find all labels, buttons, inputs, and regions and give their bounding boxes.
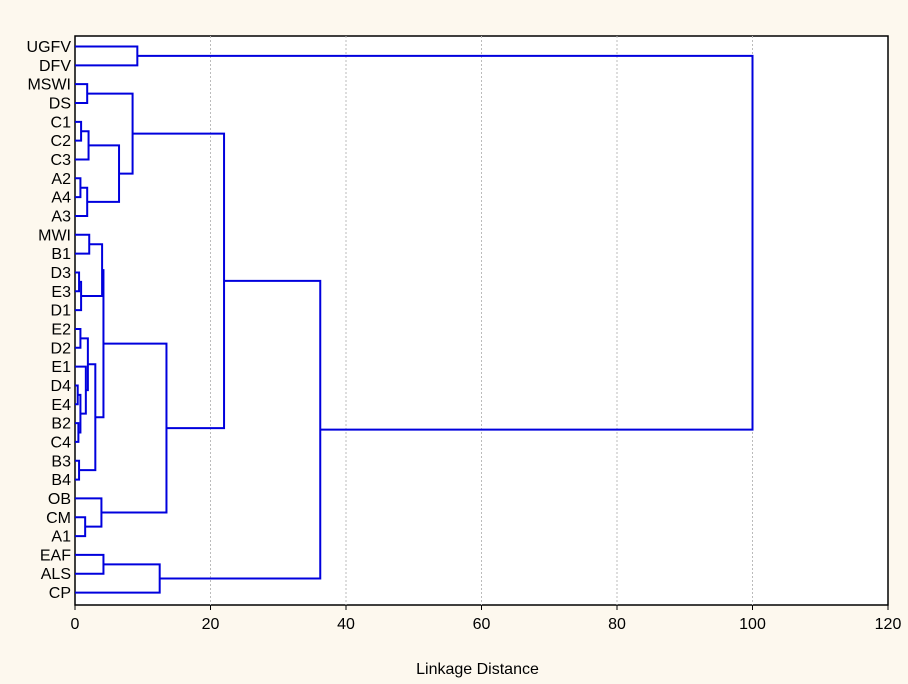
x-tick-label-120: 120 bbox=[875, 616, 902, 633]
leaf-label-ob: OB bbox=[48, 491, 71, 508]
leaf-label-c3: C3 bbox=[51, 152, 72, 169]
leaf-label-d2: D2 bbox=[51, 340, 72, 357]
leaf-label-ugfv: UGFV bbox=[27, 39, 72, 56]
leaf-label-c2: C2 bbox=[51, 133, 72, 150]
leaf-label-b4: B4 bbox=[51, 472, 71, 489]
leaf-label-cp: CP bbox=[49, 585, 71, 602]
leaf-label-d4: D4 bbox=[51, 378, 72, 395]
leaf-label-d1: D1 bbox=[51, 303, 72, 320]
leaf-label-e4: E4 bbox=[51, 397, 71, 414]
leaf-label-e3: E3 bbox=[51, 284, 71, 301]
x-tick-label-80: 80 bbox=[608, 616, 626, 633]
leaf-label-b3: B3 bbox=[51, 453, 71, 470]
leaf-label-mwi: MWI bbox=[38, 227, 71, 244]
leaf-label-eaf: EAF bbox=[40, 547, 71, 564]
merge-top-cluster bbox=[87, 92, 134, 175]
leaf-label-d3: D3 bbox=[51, 265, 72, 282]
leaf-label-als: ALS bbox=[41, 566, 71, 583]
leaf-label-cm: CM bbox=[46, 510, 71, 527]
x-tick-label-0: 0 bbox=[71, 616, 80, 633]
x-tick-label-40: 40 bbox=[337, 616, 355, 633]
merge-mid-ob bbox=[101, 342, 168, 514]
leaf-label-b2: B2 bbox=[51, 416, 71, 433]
leaf-label-a3: A3 bbox=[51, 208, 71, 225]
leaf-label-dfv: DFV bbox=[39, 58, 71, 75]
leaf-label-a1: A1 bbox=[51, 529, 71, 546]
dendrogram-tree bbox=[75, 45, 754, 594]
x-tick-label-60: 60 bbox=[473, 616, 491, 633]
x-axis-title: Linkage Distance bbox=[416, 661, 539, 678]
leaf-label-a2: A2 bbox=[51, 171, 71, 188]
leaf-label-mswi: MSWI bbox=[27, 77, 71, 94]
leaf-label-c1: C1 bbox=[51, 114, 72, 131]
merge-ca bbox=[87, 144, 121, 203]
leaf-label-a4: A4 bbox=[51, 190, 71, 207]
leaf-label-b1: B1 bbox=[51, 246, 71, 263]
x-tick-label-20: 20 bbox=[202, 616, 220, 633]
leaf-label-ds: DS bbox=[49, 95, 71, 112]
merge-root bbox=[137, 54, 754, 431]
leaf-label-c4: C4 bbox=[51, 434, 72, 451]
leaf-label-e2: E2 bbox=[51, 321, 71, 338]
leaf-label-e1: E1 bbox=[51, 359, 71, 376]
x-tick-label-100: 100 bbox=[739, 616, 766, 633]
x-axis-ticks: 0 20 40 60 80 100 120 bbox=[71, 605, 902, 633]
